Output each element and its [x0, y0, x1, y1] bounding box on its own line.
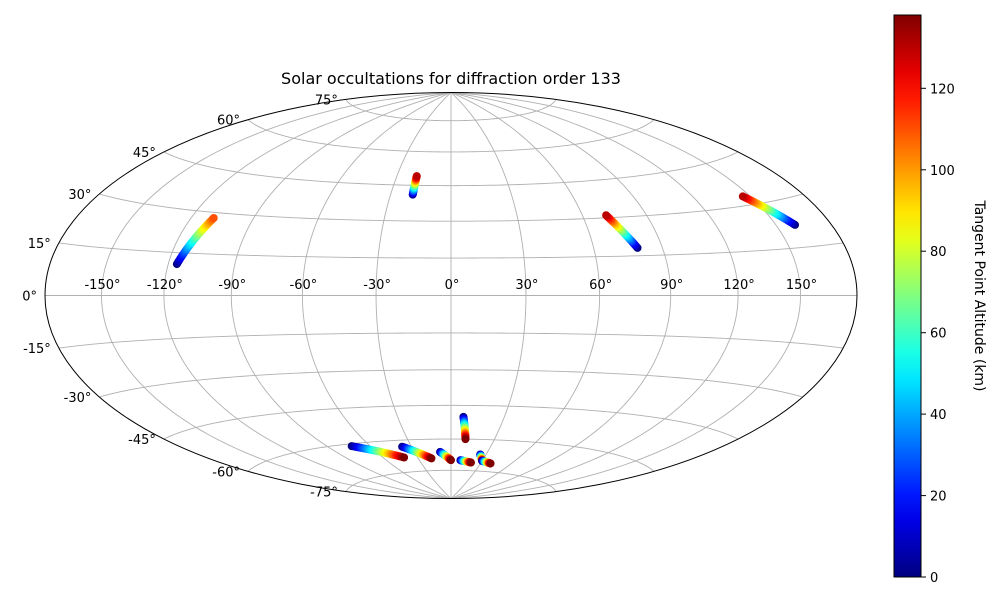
parallel-line [163, 404, 739, 440]
latitude-tick-label: 60° [217, 114, 240, 129]
parallel-line [99, 369, 803, 398]
chart-title: Solar occultations for diffraction order… [281, 69, 621, 88]
longitude-tick-labels: -150° -120° -90° -60° -30° 0° 30° 60° 90° 120° 150… [84, 278, 817, 293]
colorbar-tick-label: 60 [930, 327, 947, 342]
map-grid [45, 92, 857, 499]
longitude-tick-label: -150° [84, 278, 120, 293]
data-points [172, 172, 800, 468]
latitude-tick-label: 30° [68, 188, 91, 203]
latitude-tick-label: -75° [310, 486, 338, 501]
map-outline [44, 92, 858, 499]
data-point [486, 459, 495, 468]
longitude-tick-label: 120° [723, 278, 754, 293]
longitude-tick-label: 60° [589, 278, 612, 293]
data-point [209, 214, 218, 223]
data-point [602, 211, 611, 220]
colorbar-ticks: 0 20 40 60 80 100 120 [921, 82, 955, 586]
latitude-tick-label: -15° [23, 342, 51, 357]
latitude-tick-label: 45° [133, 146, 156, 161]
parallel-line [163, 151, 739, 187]
data-point [447, 456, 455, 465]
data-point [400, 453, 409, 462]
longitude-tick-label: 90° [660, 278, 683, 293]
parallel-line [247, 438, 655, 472]
parallel-line [58, 242, 844, 259]
latitude-tick-label: 15° [28, 237, 51, 252]
parallel-line [345, 469, 557, 492]
colorbar-tick-label: 80 [930, 245, 947, 260]
longitude-tick-label: 0° [445, 278, 460, 293]
colorbar-tick-label: 20 [930, 490, 947, 505]
colorbar-tick-label: 40 [930, 408, 947, 423]
latitude-tick-label: -60° [212, 465, 240, 480]
data-point [412, 172, 421, 181]
data-point [427, 454, 436, 463]
data-point [466, 458, 475, 467]
colorbar [893, 14, 922, 578]
data-point [461, 435, 470, 444]
colorbar-label: Tangent Point Altitude (km) [971, 199, 987, 391]
parallel-line [247, 119, 655, 153]
parallel-line [99, 193, 803, 222]
colorbar-tick-label: 0 [930, 571, 938, 586]
latitude-tick-label: -30° [64, 391, 92, 406]
data-point [738, 192, 747, 201]
longitude-tick-label: 150° [786, 278, 817, 293]
latitude-tick-label: 75° [315, 93, 338, 108]
parallel-line [345, 99, 557, 122]
longitude-tick-label: -120° [147, 278, 183, 293]
longitude-tick-label: -90° [218, 278, 246, 293]
longitude-tick-label: -30° [363, 278, 391, 293]
colorbar-tick-label: 120 [930, 82, 955, 97]
latitude-tick-label: -45° [128, 433, 156, 448]
latitude-tick-labels: -75° -60° -45° -30° -15° 0° 15° 30° 45° 60° 75° [22, 93, 338, 500]
latitude-tick-label: 0° [22, 290, 37, 305]
colorbar-tick-label: 100 [930, 164, 955, 179]
longitude-tick-label: -60° [290, 278, 318, 293]
longitude-tick-label: 30° [515, 278, 538, 293]
parallel-line [58, 332, 844, 349]
